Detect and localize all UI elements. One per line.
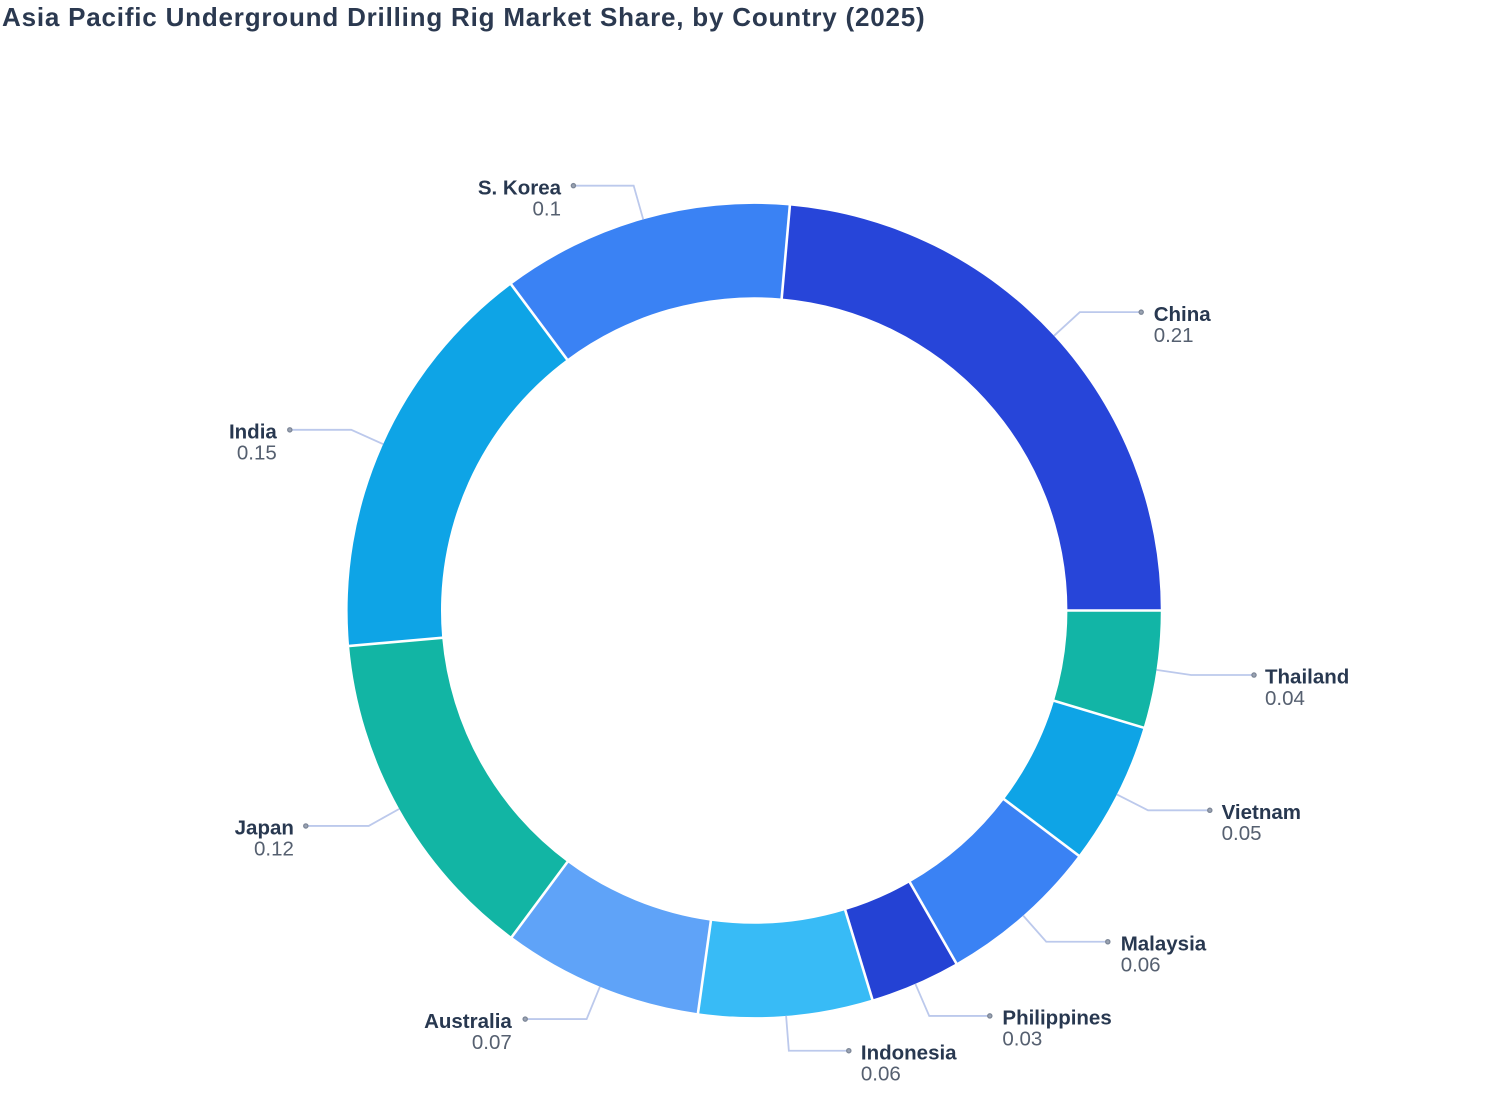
svg-text:0.06: 0.06 bbox=[861, 1063, 901, 1086]
svg-text:India: India bbox=[229, 421, 277, 444]
svg-text:China: China bbox=[1154, 303, 1212, 326]
svg-text:Philippines: Philippines bbox=[1002, 1007, 1111, 1030]
svg-text:Malaysia: Malaysia bbox=[1121, 932, 1207, 955]
svg-text:0.06: 0.06 bbox=[1121, 954, 1161, 977]
svg-text:0.15: 0.15 bbox=[237, 442, 277, 465]
svg-text:Asia Pacific Underground Drill: Asia Pacific Underground Drilling Rig Ma… bbox=[2, 2, 926, 32]
svg-text:0.12: 0.12 bbox=[254, 838, 294, 861]
svg-text:0.21: 0.21 bbox=[1154, 324, 1194, 347]
svg-text:Indonesia: Indonesia bbox=[861, 1041, 957, 1064]
svg-text:Vietnam: Vietnam bbox=[1222, 801, 1301, 824]
svg-text:0.04: 0.04 bbox=[1265, 687, 1305, 710]
svg-text:Japan: Japan bbox=[235, 817, 294, 840]
svg-text:0.1: 0.1 bbox=[533, 197, 562, 220]
svg-text:0.07: 0.07 bbox=[472, 1031, 512, 1054]
svg-text:Australia: Australia bbox=[424, 1010, 512, 1033]
svg-text:S. Korea: S. Korea bbox=[478, 176, 562, 199]
svg-text:Thailand: Thailand bbox=[1265, 666, 1349, 689]
svg-text:0.03: 0.03 bbox=[1002, 1028, 1042, 1051]
svg-text:0.05: 0.05 bbox=[1222, 822, 1262, 845]
